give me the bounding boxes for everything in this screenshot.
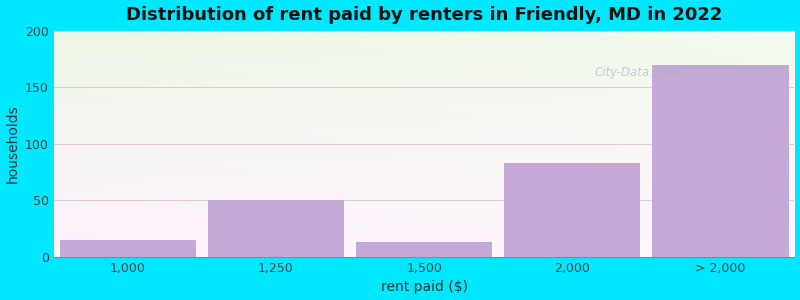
X-axis label: rent paid ($): rent paid ($) <box>381 280 468 294</box>
Bar <box>652 64 789 257</box>
Y-axis label: households: households <box>6 104 19 183</box>
Bar <box>208 200 344 257</box>
Title: Distribution of rent paid by renters in Friendly, MD in 2022: Distribution of rent paid by renters in … <box>126 6 722 24</box>
Bar <box>60 240 196 257</box>
Text: City-Data.com: City-Data.com <box>594 66 678 79</box>
Bar <box>504 163 641 257</box>
Bar <box>356 242 492 257</box>
